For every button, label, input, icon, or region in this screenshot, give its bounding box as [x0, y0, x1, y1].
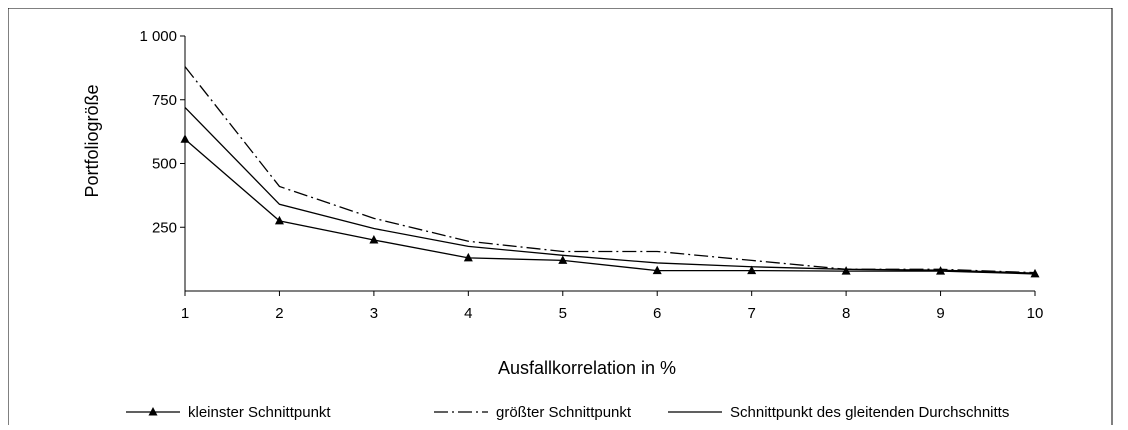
y-ticks: 250 500 750 1 000 — [139, 28, 185, 236]
legend-label: Schnittpunkt des gleitenden Durchschnitt… — [730, 404, 1009, 421]
x-tick-label: 10 — [1027, 305, 1044, 322]
x-tick-label: 9 — [936, 305, 944, 322]
y-tick-label: 750 — [152, 92, 177, 109]
y-tick-label: 250 — [152, 219, 177, 236]
legend-item: kleinster Schnittpunkt — [126, 404, 331, 421]
x-tick-label: 3 — [370, 305, 378, 322]
series-group — [184, 66, 1036, 274]
x-tick-label: 2 — [275, 305, 283, 322]
x-axis-title: Ausfallkorrelation in % — [498, 358, 676, 378]
y-tick-label: 1 000 — [139, 28, 177, 45]
data-point-marker — [274, 215, 284, 225]
x-ticks: 1 2 3 4 5 6 7 8 9 10 — [181, 291, 1044, 322]
y-tick-label: 500 — [152, 156, 177, 173]
line-chart: 250 500 750 1 000 1 2 3 4 5 6 7 8 9 10 Portfoliogröß… — [7, 7, 1113, 425]
series-line — [184, 66, 1036, 274]
legend-marker — [148, 407, 158, 416]
x-tick-label: 4 — [464, 305, 472, 322]
data-point-marker — [652, 265, 662, 275]
data-point-marker — [747, 265, 757, 275]
series-group — [184, 106, 1036, 274]
data-point-marker — [841, 266, 851, 275]
data-point-marker — [463, 252, 473, 262]
legend-item: größter Schnittpunkt — [434, 404, 632, 421]
series-line — [184, 106, 1036, 274]
data-point-marker — [558, 255, 568, 264]
x-tick-label: 5 — [559, 305, 567, 322]
data-point-marker — [369, 235, 379, 244]
legend-item: Schnittpunkt des gleitenden Durchschnitt… — [668, 404, 1009, 421]
data-point-marker — [1030, 268, 1040, 278]
chart-frame: 250 500 750 1 000 1 2 3 4 5 6 7 8 9 10 Portfoliogröß… — [7, 7, 1120, 425]
x-tick-label: 6 — [653, 305, 661, 322]
x-tick-label: 8 — [842, 305, 850, 322]
legend-label: kleinster Schnittpunkt — [188, 404, 331, 421]
legend-label: größter Schnittpunkt — [496, 404, 632, 421]
series-layer — [180, 66, 1040, 278]
x-tick-label: 7 — [747, 305, 755, 322]
series-group — [180, 134, 1040, 278]
y-axis-title: Portfoliogröße — [82, 84, 102, 197]
x-tick-label: 1 — [181, 305, 189, 322]
series-line — [184, 138, 1036, 275]
legend: kleinster Schnittpunkt größter Schnittpun… — [126, 404, 1009, 421]
top-margin — [0, 0, 1128, 8]
data-point-marker — [180, 134, 190, 143]
